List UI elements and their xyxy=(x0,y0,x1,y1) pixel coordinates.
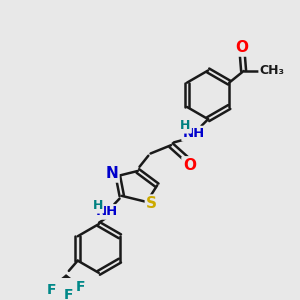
Text: O: O xyxy=(183,158,196,172)
Text: H: H xyxy=(92,199,103,212)
Text: F: F xyxy=(76,280,85,295)
Text: N: N xyxy=(105,166,118,181)
Text: CH₃: CH₃ xyxy=(260,64,285,77)
Text: F: F xyxy=(64,288,73,300)
Text: H: H xyxy=(180,119,190,132)
Text: NH: NH xyxy=(95,206,118,218)
Text: NH: NH xyxy=(183,127,205,140)
Text: S: S xyxy=(146,196,157,211)
Text: F: F xyxy=(46,283,56,297)
Text: O: O xyxy=(236,40,249,55)
